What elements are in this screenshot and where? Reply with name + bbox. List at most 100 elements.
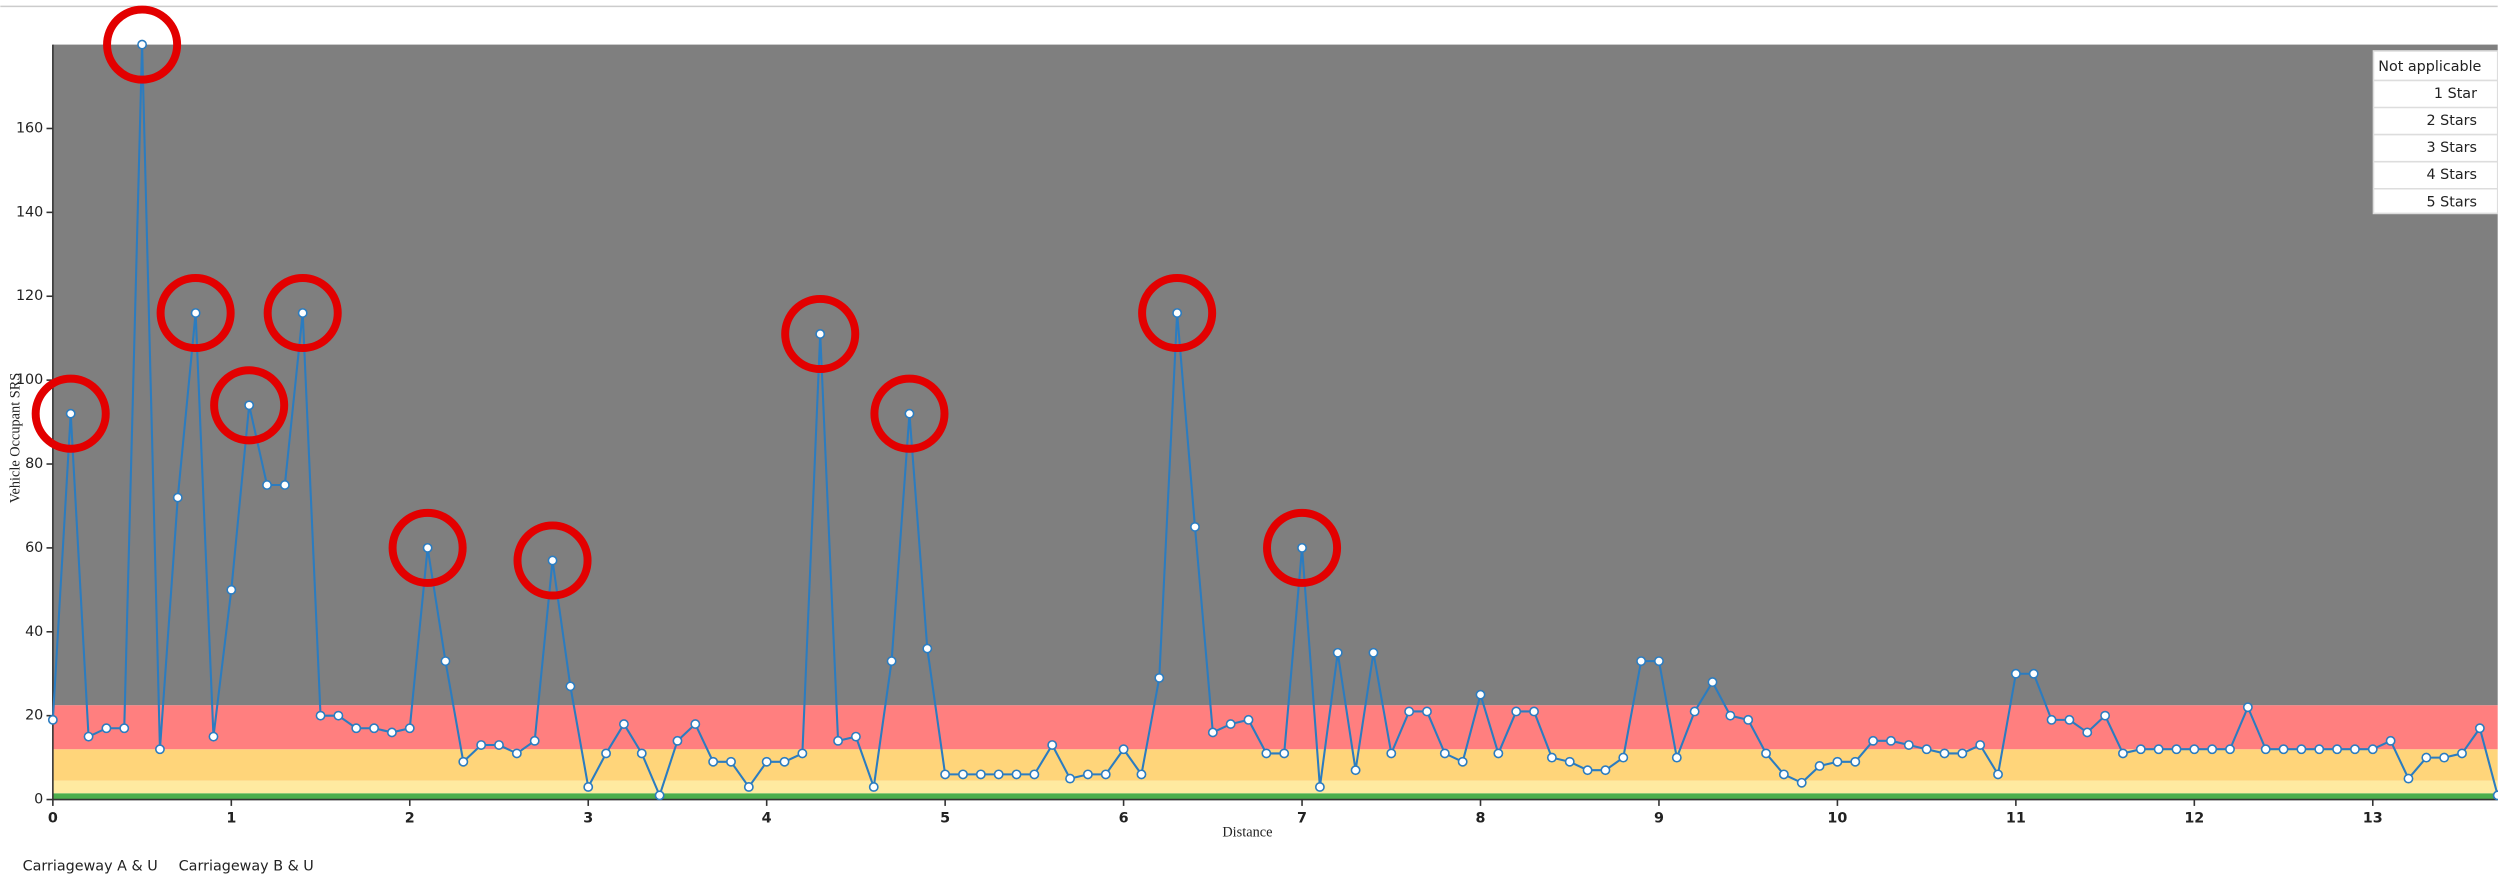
data-point [1422, 706, 1432, 717]
data-point [1725, 710, 1736, 721]
x-axis-label: Distance [1222, 824, 1272, 840]
data-point [1546, 752, 1557, 763]
highlight-circle [1138, 274, 1217, 353]
data-point [494, 740, 504, 750]
data-point [2367, 744, 2378, 755]
data-point [2314, 744, 2325, 755]
data-point [1082, 769, 1093, 780]
data-point [797, 748, 808, 759]
x-tick-label: 10 [1827, 811, 1847, 827]
legend-item: 3 Stars [2426, 140, 2477, 156]
data-point [1029, 769, 1040, 780]
data-point [618, 719, 629, 729]
legend: Not applicable 1 Star 2 Stars 3 Stars 4 Star… [2372, 50, 2498, 215]
carriageway-tab: Carriageway B & U [179, 858, 314, 874]
rating-band [52, 793, 2498, 800]
highlight-circle [513, 521, 592, 600]
data-point [654, 790, 665, 801]
y-tick-label: 160 [16, 120, 43, 136]
x-tick-label: 5 [940, 811, 950, 827]
data-point [1636, 656, 1647, 667]
data-point [1332, 647, 1343, 658]
data-point [297, 308, 308, 318]
data-point [2225, 744, 2235, 755]
data-point [476, 740, 487, 750]
data-point [1671, 752, 1682, 763]
data-point [137, 39, 148, 50]
data-point [1243, 714, 1254, 725]
data-point [1582, 765, 1593, 776]
data-point [1457, 756, 1468, 767]
data-point [886, 656, 897, 667]
data-point [833, 735, 844, 746]
data-point [636, 748, 647, 759]
data-point [1939, 748, 1950, 759]
data-point [2028, 668, 2039, 679]
x-tick-label: 8 [1476, 811, 1486, 827]
legend-item: Not applicable [2378, 59, 2481, 75]
data-point [65, 408, 76, 419]
data-point [1172, 308, 1183, 318]
y-tick-label: 0 [34, 792, 43, 808]
data-point [1850, 756, 1861, 767]
data-point [2207, 744, 2218, 755]
highlight-circle [156, 274, 235, 353]
data-point [779, 756, 790, 767]
data-point [975, 769, 986, 780]
data-point [1386, 748, 1397, 759]
data-point [440, 656, 451, 667]
highlight-circle [31, 374, 110, 453]
data-point [190, 308, 201, 318]
data-point [2064, 714, 2075, 725]
y-tick-label: 100 [16, 372, 43, 388]
data-point [690, 719, 701, 729]
highlight-circle [210, 366, 289, 445]
data-point [172, 492, 183, 503]
data-point [2278, 744, 2289, 755]
data-point [333, 710, 344, 721]
data-point [1261, 748, 1272, 759]
data-point [279, 480, 290, 490]
data-point [904, 408, 915, 419]
data-point [529, 735, 540, 746]
data-point [1743, 714, 1754, 725]
data-point [1618, 752, 1629, 763]
data-point [2457, 748, 2467, 759]
data-point [369, 723, 380, 734]
data-point [2135, 744, 2146, 755]
data-point [547, 555, 558, 566]
data-point [1190, 521, 1200, 532]
data-point [1761, 748, 1771, 759]
data-point [2046, 714, 2057, 725]
data-point [1154, 672, 1165, 683]
data-point [1796, 777, 1807, 788]
data-point [244, 400, 255, 411]
x-tick-label: 1 [226, 811, 236, 827]
data-point [1493, 748, 1504, 759]
highlight-circle [263, 274, 342, 353]
data-point [1225, 719, 1236, 729]
data-point [1564, 756, 1575, 767]
data-point [1778, 769, 1789, 780]
highlight-circle [388, 508, 467, 587]
data-point [47, 714, 58, 725]
data-point [1404, 706, 1415, 717]
x-tick-label: 6 [1119, 811, 1129, 827]
x-tick-label: 4 [762, 811, 772, 827]
data-point [2242, 702, 2253, 713]
data-point [1118, 744, 1129, 755]
data-point [315, 710, 326, 721]
data-point [404, 723, 415, 734]
data-point [1350, 765, 1361, 776]
data-point [726, 756, 736, 767]
data-point [2082, 727, 2093, 738]
y-tick-label: 140 [16, 204, 43, 220]
data-point [208, 731, 219, 742]
data-point [226, 584, 237, 595]
data-point [2118, 748, 2128, 759]
data-point [1100, 769, 1111, 780]
data-point [2474, 723, 2485, 734]
data-point [262, 480, 272, 490]
data-point [1011, 769, 1022, 780]
x-tick-label: 0 [48, 811, 58, 827]
